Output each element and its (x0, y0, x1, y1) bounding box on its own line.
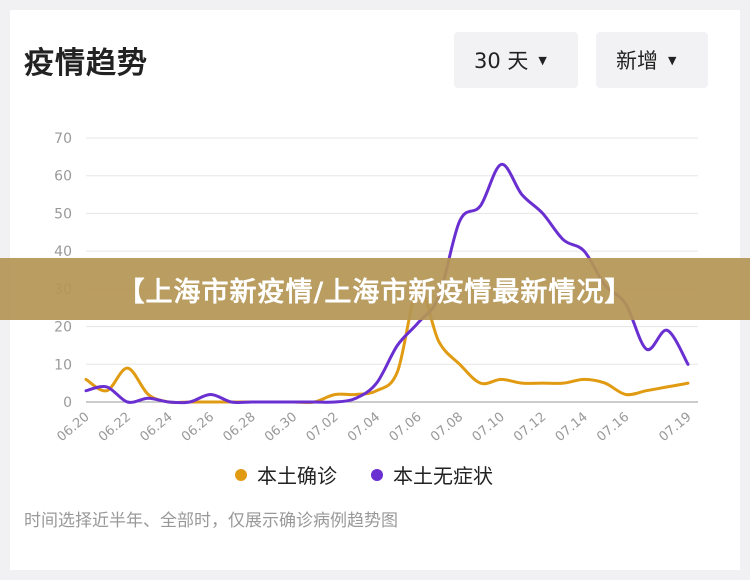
y-tick-label: 60 (54, 169, 72, 185)
time-range-label: 30 天 (474, 49, 529, 73)
y-tick-label: 10 (54, 357, 72, 373)
x-tick-label: 07.06 (387, 410, 425, 445)
x-tick-label: 07.04 (345, 410, 383, 445)
x-tick-label: 07.14 (553, 410, 591, 445)
x-tick-label: 07.16 (594, 410, 632, 445)
headline-text: 【上海市新疫情/上海市新疫情最新情况】 (117, 276, 633, 308)
x-tick-label: 06.26 (179, 410, 217, 445)
x-tick-label: 06.22 (96, 410, 134, 445)
y-tick-label: 40 (54, 244, 72, 260)
legend-marker-2[interactable] (371, 469, 383, 481)
metric-select[interactable]: 新增 ▼ (596, 32, 708, 88)
y-tick-label: 20 (54, 320, 72, 336)
legend-marker-1[interactable] (235, 469, 247, 481)
x-tick-label: 07.12 (511, 410, 549, 445)
caret-down-icon: ▼ (668, 53, 677, 67)
x-tick-label: 06.28 (220, 410, 258, 445)
y-tick-label: 0 (63, 395, 72, 411)
x-tick-label: 06.24 (137, 410, 175, 445)
x-tick-label: 07.08 (428, 410, 466, 445)
time-range-select[interactable]: 30 天 ▼ (454, 32, 578, 88)
headline-banner: 【上海市新疫情/上海市新疫情最新情况】 (0, 258, 750, 320)
x-tick-label: 07.02 (304, 410, 342, 445)
footer-note: 时间选择近半年、全部时，仅展示确诊病例趋势图 (24, 511, 398, 531)
x-tick-label: 06.20 (54, 410, 92, 445)
legend-label-2[interactable]: 本土无症状 (393, 464, 493, 488)
series-line-2 (84, 162, 690, 405)
x-tick-label: 06.30 (262, 410, 300, 445)
caret-down-icon: ▼ (538, 53, 547, 67)
legend-label-1[interactable]: 本土确诊 (257, 464, 337, 488)
x-tick-label: 07.19 (656, 410, 694, 445)
x-tick-label: 07.10 (470, 410, 508, 445)
y-tick-label: 70 (54, 131, 72, 147)
y-tick-label: 50 (54, 206, 72, 222)
metric-label: 新增 (616, 49, 658, 73)
page-title: 疫情趋势 (24, 46, 148, 81)
